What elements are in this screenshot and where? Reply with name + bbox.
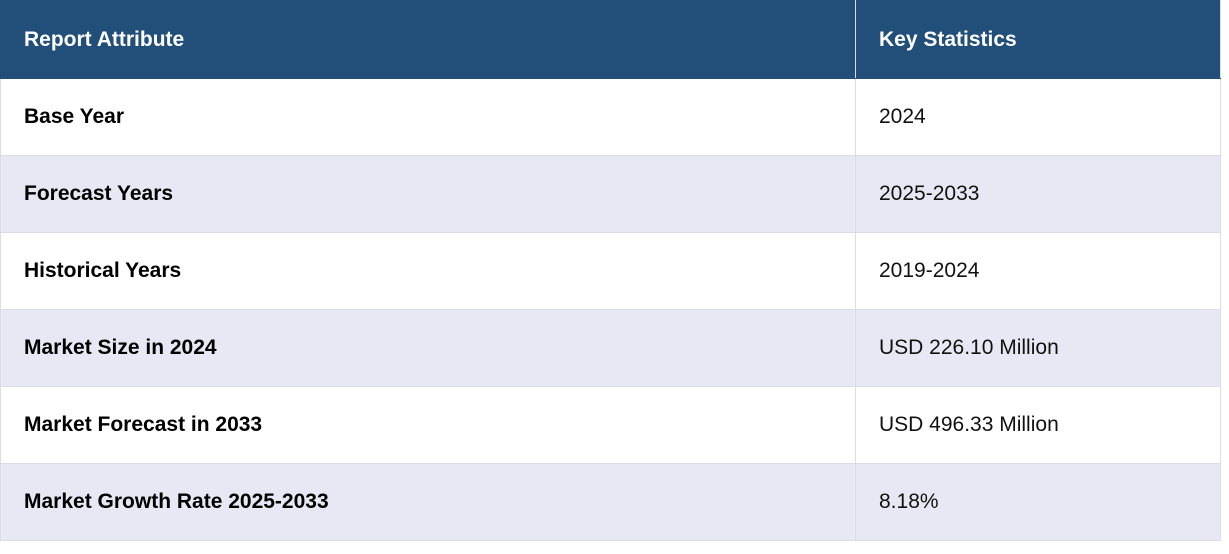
table-body: Base Year 2024 Forecast Years 2025-2033 Hist… <box>0 78 1221 541</box>
row: Forecast Years 2025-2033 <box>0 155 1221 233</box>
attribute-cell: Market Growth Rate 2025-2033 <box>0 463 856 541</box>
row: Market Size in 2024 USD 226.10 Million <box>0 309 1221 387</box>
row: Market Forecast in 2033 USD 496.33 Millio… <box>0 386 1221 464</box>
value-cell: 2019-2024 <box>855 232 1221 310</box>
value-cell: USD 496.33 Million <box>855 386 1221 464</box>
attribute-cell: Base Year <box>0 78 856 156</box>
attribute-cell: Market Size in 2024 <box>0 309 856 387</box>
row: Base Year 2024 <box>0 78 1221 156</box>
attribute-cell: Historical Years <box>0 232 856 310</box>
row: Market Growth Rate 2025-2033 8.18% <box>0 463 1221 541</box>
value-cell: 2024 <box>855 78 1221 156</box>
header-cell: Report Attribute <box>0 0 856 79</box>
attribute-cell: Market Forecast in 2033 <box>0 386 856 464</box>
value-cell: 2025-2033 <box>855 155 1221 233</box>
stats-table: Report Attribute Key Statistics Base Yea… <box>0 0 1221 541</box>
value-cell: USD 226.10 Million <box>855 309 1221 387</box>
header-row: Report Attribute Key Statistics <box>0 0 1221 79</box>
header-cell: Key Statistics <box>855 0 1221 79</box>
value-cell: 8.18% <box>855 463 1221 541</box>
attribute-cell: Forecast Years <box>0 155 856 233</box>
row: Historical Years 2019-2024 <box>0 232 1221 310</box>
